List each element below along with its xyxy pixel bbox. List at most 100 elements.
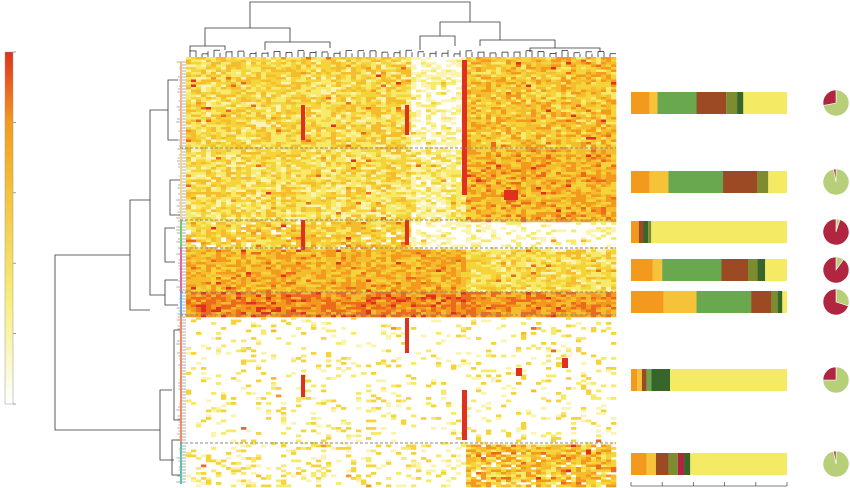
heatmap-cell	[491, 59, 497, 63]
heatmap-cell	[466, 72, 472, 75]
heatmap-cell	[201, 174, 207, 178]
heatmap-cell	[196, 64, 202, 68]
heatmap-cell	[316, 182, 322, 185]
heatmap-cell	[301, 194, 307, 198]
heatmap-cell	[301, 139, 307, 143]
heatmap-cell	[566, 144, 572, 148]
heatmap-cell	[331, 192, 337, 195]
heatmap-cell	[201, 157, 207, 160]
heatmap-cell	[311, 169, 317, 173]
heatmap-cell	[291, 89, 297, 93]
heatmap-cell	[326, 179, 332, 183]
heatmap-cell	[431, 169, 437, 173]
heatmap-cell	[346, 99, 352, 103]
heatmap-cell	[336, 127, 342, 130]
heatmap-cell	[301, 167, 307, 170]
heatmap-cell	[596, 99, 602, 103]
heatmap-cell	[486, 77, 492, 80]
heatmap-cell	[496, 64, 502, 68]
heatmap-cell	[561, 109, 567, 113]
heatmap-cell	[186, 89, 192, 93]
heatmap-cell	[526, 89, 532, 93]
heatmap-cell	[521, 64, 527, 68]
heatmap-cell	[301, 197, 307, 200]
heatmap-cell	[351, 102, 357, 105]
heatmap-cell	[351, 132, 357, 135]
heatmap-cell	[546, 69, 552, 73]
heatmap-cell	[451, 174, 457, 178]
heatmap-cell	[541, 182, 547, 185]
heatmap-cell	[581, 139, 587, 143]
heatmap-cell	[561, 94, 567, 98]
heatmap-cell	[486, 107, 492, 110]
heatmap-cell	[436, 157, 442, 160]
heatmap-cell	[481, 127, 487, 130]
heatmap-cell	[476, 99, 482, 103]
heatmap-cell	[576, 79, 582, 83]
heatmap-cell	[321, 124, 327, 128]
heatmap-cell	[401, 129, 407, 133]
heatmap-cell	[531, 99, 537, 103]
heatmap-cell	[446, 152, 452, 155]
heatmap-cell	[196, 172, 202, 175]
heatmap-cell	[341, 157, 347, 160]
heatmap-cell	[436, 154, 442, 158]
heatmap-cell	[431, 62, 437, 65]
heatmap-cell	[561, 177, 567, 180]
heatmap-cell	[386, 172, 392, 175]
heatmap-cell	[211, 144, 217, 148]
heatmap-cell	[311, 144, 317, 148]
heatmap-cell	[191, 69, 197, 73]
heatmap-cell	[196, 69, 202, 73]
heatmap-cell	[521, 124, 527, 128]
heatmap-cell	[581, 117, 587, 120]
heatmap-cell	[246, 87, 252, 90]
heatmap-cell	[516, 122, 522, 125]
heatmap-cell	[481, 94, 487, 98]
heatmap-cell	[306, 122, 312, 125]
heatmap-cell	[371, 194, 377, 198]
heatmap-cell	[366, 62, 372, 65]
heatmap-cell	[536, 109, 542, 113]
heatmap-cell	[311, 132, 317, 135]
heatmap-cell	[366, 57, 372, 60]
heatmap-cell	[451, 97, 457, 100]
heatmap-cell	[406, 59, 412, 63]
heatmap-cell	[356, 94, 362, 98]
heatmap-cell	[326, 59, 332, 63]
heatmap-cell	[506, 187, 512, 190]
heatmap-cell	[341, 144, 347, 148]
heatmap-cell	[401, 194, 407, 198]
heatmap-cell	[511, 87, 517, 90]
heatmap-cell	[346, 129, 352, 133]
heatmap-cell	[281, 189, 287, 193]
heatmap-cell	[416, 164, 422, 168]
heatmap-cell	[466, 139, 472, 143]
heatmap-cell	[211, 109, 217, 113]
heatmap-cell	[531, 74, 537, 78]
heatmap-cell	[286, 189, 292, 193]
heatmap-cell	[601, 114, 607, 118]
heatmap-cell	[381, 152, 387, 155]
heatmap-cell	[536, 197, 542, 200]
heatmap-cell	[291, 92, 297, 95]
heatmap-cell	[216, 94, 222, 98]
heatmap-cell	[361, 182, 367, 185]
heatmap-cell	[221, 169, 227, 173]
heatmap-cell	[281, 92, 287, 95]
heatmap-cell	[501, 117, 507, 120]
heatmap-cell	[311, 127, 317, 130]
heatmap-cell	[481, 154, 487, 158]
heatmap-cell	[596, 182, 602, 185]
heatmap-cell	[601, 137, 607, 140]
heatmap-cell	[326, 197, 332, 200]
heatmap-cell	[311, 102, 317, 105]
heatmap-cell	[486, 104, 492, 108]
heatmap-cell	[376, 97, 382, 100]
heatmap-cell	[381, 162, 387, 165]
heatmap-cell	[281, 62, 287, 65]
row-cluster-color	[180, 315, 182, 443]
heatmap-cell	[191, 149, 197, 153]
heatmap-cell	[591, 184, 597, 188]
heatmap-cell	[366, 127, 372, 130]
